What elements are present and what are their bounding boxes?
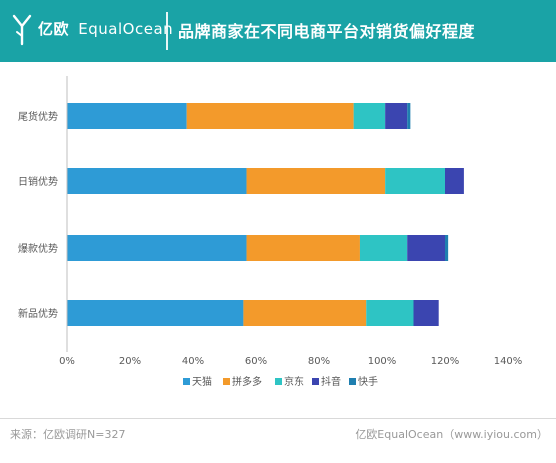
x-tick-label: 100%: [368, 356, 397, 367]
bar-segment: [67, 168, 247, 194]
bar-segment: [186, 103, 354, 129]
bar-segment: [67, 300, 244, 326]
brand-cn: 亿欧: [38, 20, 70, 38]
bar-segment: [359, 235, 408, 261]
bar-segment: [385, 168, 445, 194]
legend-label: 京东: [284, 375, 304, 388]
header-banner: 亿欧 EqualOcean 品牌商家在不同电商平台对销货偏好程度: [0, 0, 556, 62]
page-title: 品牌商家在不同电商平台对销货偏好程度: [178, 22, 476, 41]
header-divider: [166, 12, 168, 50]
brand-name: 亿欧 EqualOcean: [38, 18, 173, 39]
category-label: 日销优势: [18, 175, 58, 188]
legend-label: 拼多多: [232, 375, 262, 388]
x-tick-label: 140%: [494, 356, 523, 367]
bar-segment: [246, 235, 360, 261]
bar-segment: [353, 103, 386, 129]
x-tick-label: 120%: [431, 356, 460, 367]
source-note: 来源：亿欧调研N=327: [10, 428, 126, 441]
bar-segment: [67, 235, 247, 261]
footer-brand: 亿欧EqualOcean（www.iyiou.com）: [355, 428, 548, 441]
bar-segment: [246, 168, 386, 194]
x-tick-label: 40%: [182, 356, 204, 367]
legend-swatch: [275, 378, 282, 385]
bar-segment: [445, 168, 464, 194]
legend-swatch: [183, 378, 190, 385]
bar-segment: [366, 300, 414, 326]
bar-segment: [243, 300, 367, 326]
x-tick-label: 0%: [59, 356, 75, 367]
bar-segment: [407, 235, 445, 261]
category-label: 尾货优势: [18, 110, 58, 123]
footer-divider: [0, 418, 556, 419]
bar-segment: [407, 103, 411, 129]
legend-swatch: [223, 378, 230, 385]
bar-segment: [413, 300, 439, 326]
x-tick-label: 80%: [308, 356, 330, 367]
legend-label: 抖音: [321, 375, 341, 388]
legend-label: 天猫: [192, 375, 212, 388]
logo-icon: [12, 14, 32, 46]
legend-swatch: [312, 378, 319, 385]
category-label: 新品优势: [18, 307, 58, 320]
brand-en: EqualOcean: [78, 20, 174, 38]
legend-label: 快手: [358, 375, 378, 388]
bar-segment: [67, 103, 187, 129]
x-tick-label: 20%: [119, 356, 141, 367]
bar-segment: [385, 103, 408, 129]
x-tick-label: 60%: [245, 356, 267, 367]
legend-swatch: [349, 378, 356, 385]
category-label: 爆款优势: [18, 242, 58, 255]
bar-segment: [445, 235, 449, 261]
